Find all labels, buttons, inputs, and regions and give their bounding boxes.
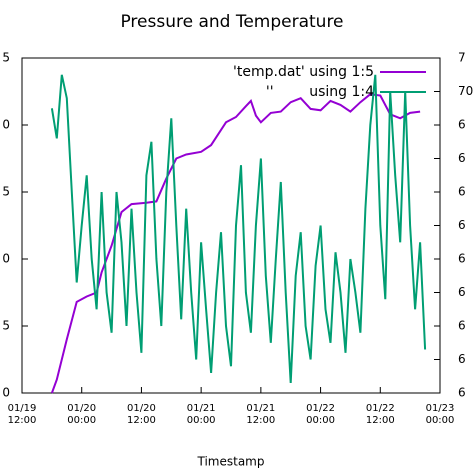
series-line — [50, 74, 427, 384]
chart-title: Pressure and Temperature — [120, 12, 343, 32]
x-tick-label: 01/20 12:00 — [127, 403, 156, 426]
x-tick-label: 01/21 00:00 — [186, 403, 216, 426]
x-tick-label: 01/23 00:00 — [425, 403, 455, 426]
y-tick-label: 5 — [2, 185, 10, 199]
x-tick-label: 01/20 00:00 — [67, 403, 97, 426]
y2-tick-label: 6 — [458, 319, 466, 333]
y2-tick-label: 6 — [458, 151, 466, 165]
y-tick-label: 5 — [2, 51, 10, 65]
y-tick-label: 0 — [2, 386, 10, 400]
legend-label: '' using 1:4 — [266, 84, 374, 100]
y2-tick-label: 6 — [458, 118, 466, 132]
y2-tick-label: 7 — [458, 51, 466, 65]
x-tick-label: 01/22 12:00 — [365, 403, 395, 426]
legend-label: 'temp.dat' using 1:5 — [233, 64, 374, 80]
x-tick-label: 01/21 12:00 — [246, 403, 276, 426]
y2-tick-label: 6 — [458, 386, 466, 400]
y-tick-label: 0 — [2, 118, 10, 132]
y2-tick-label: 6 — [458, 252, 466, 266]
y2-tick-label: 6 — [458, 285, 466, 299]
x-tick-label: 01/22 00:00 — [306, 403, 335, 426]
y2-tick-label: 6 — [458, 218, 466, 232]
x-tick-label: 01/19 12:00 — [7, 403, 37, 426]
x-axis-label: Timestamp — [197, 455, 265, 469]
y2-tick-label: 6 — [458, 185, 466, 199]
y2-tick-label: 6 — [458, 352, 466, 366]
y-tick-label: 0 — [2, 252, 10, 266]
y2-tick-label: 70 — [458, 84, 473, 98]
y-tick-label: 5 — [2, 319, 10, 333]
